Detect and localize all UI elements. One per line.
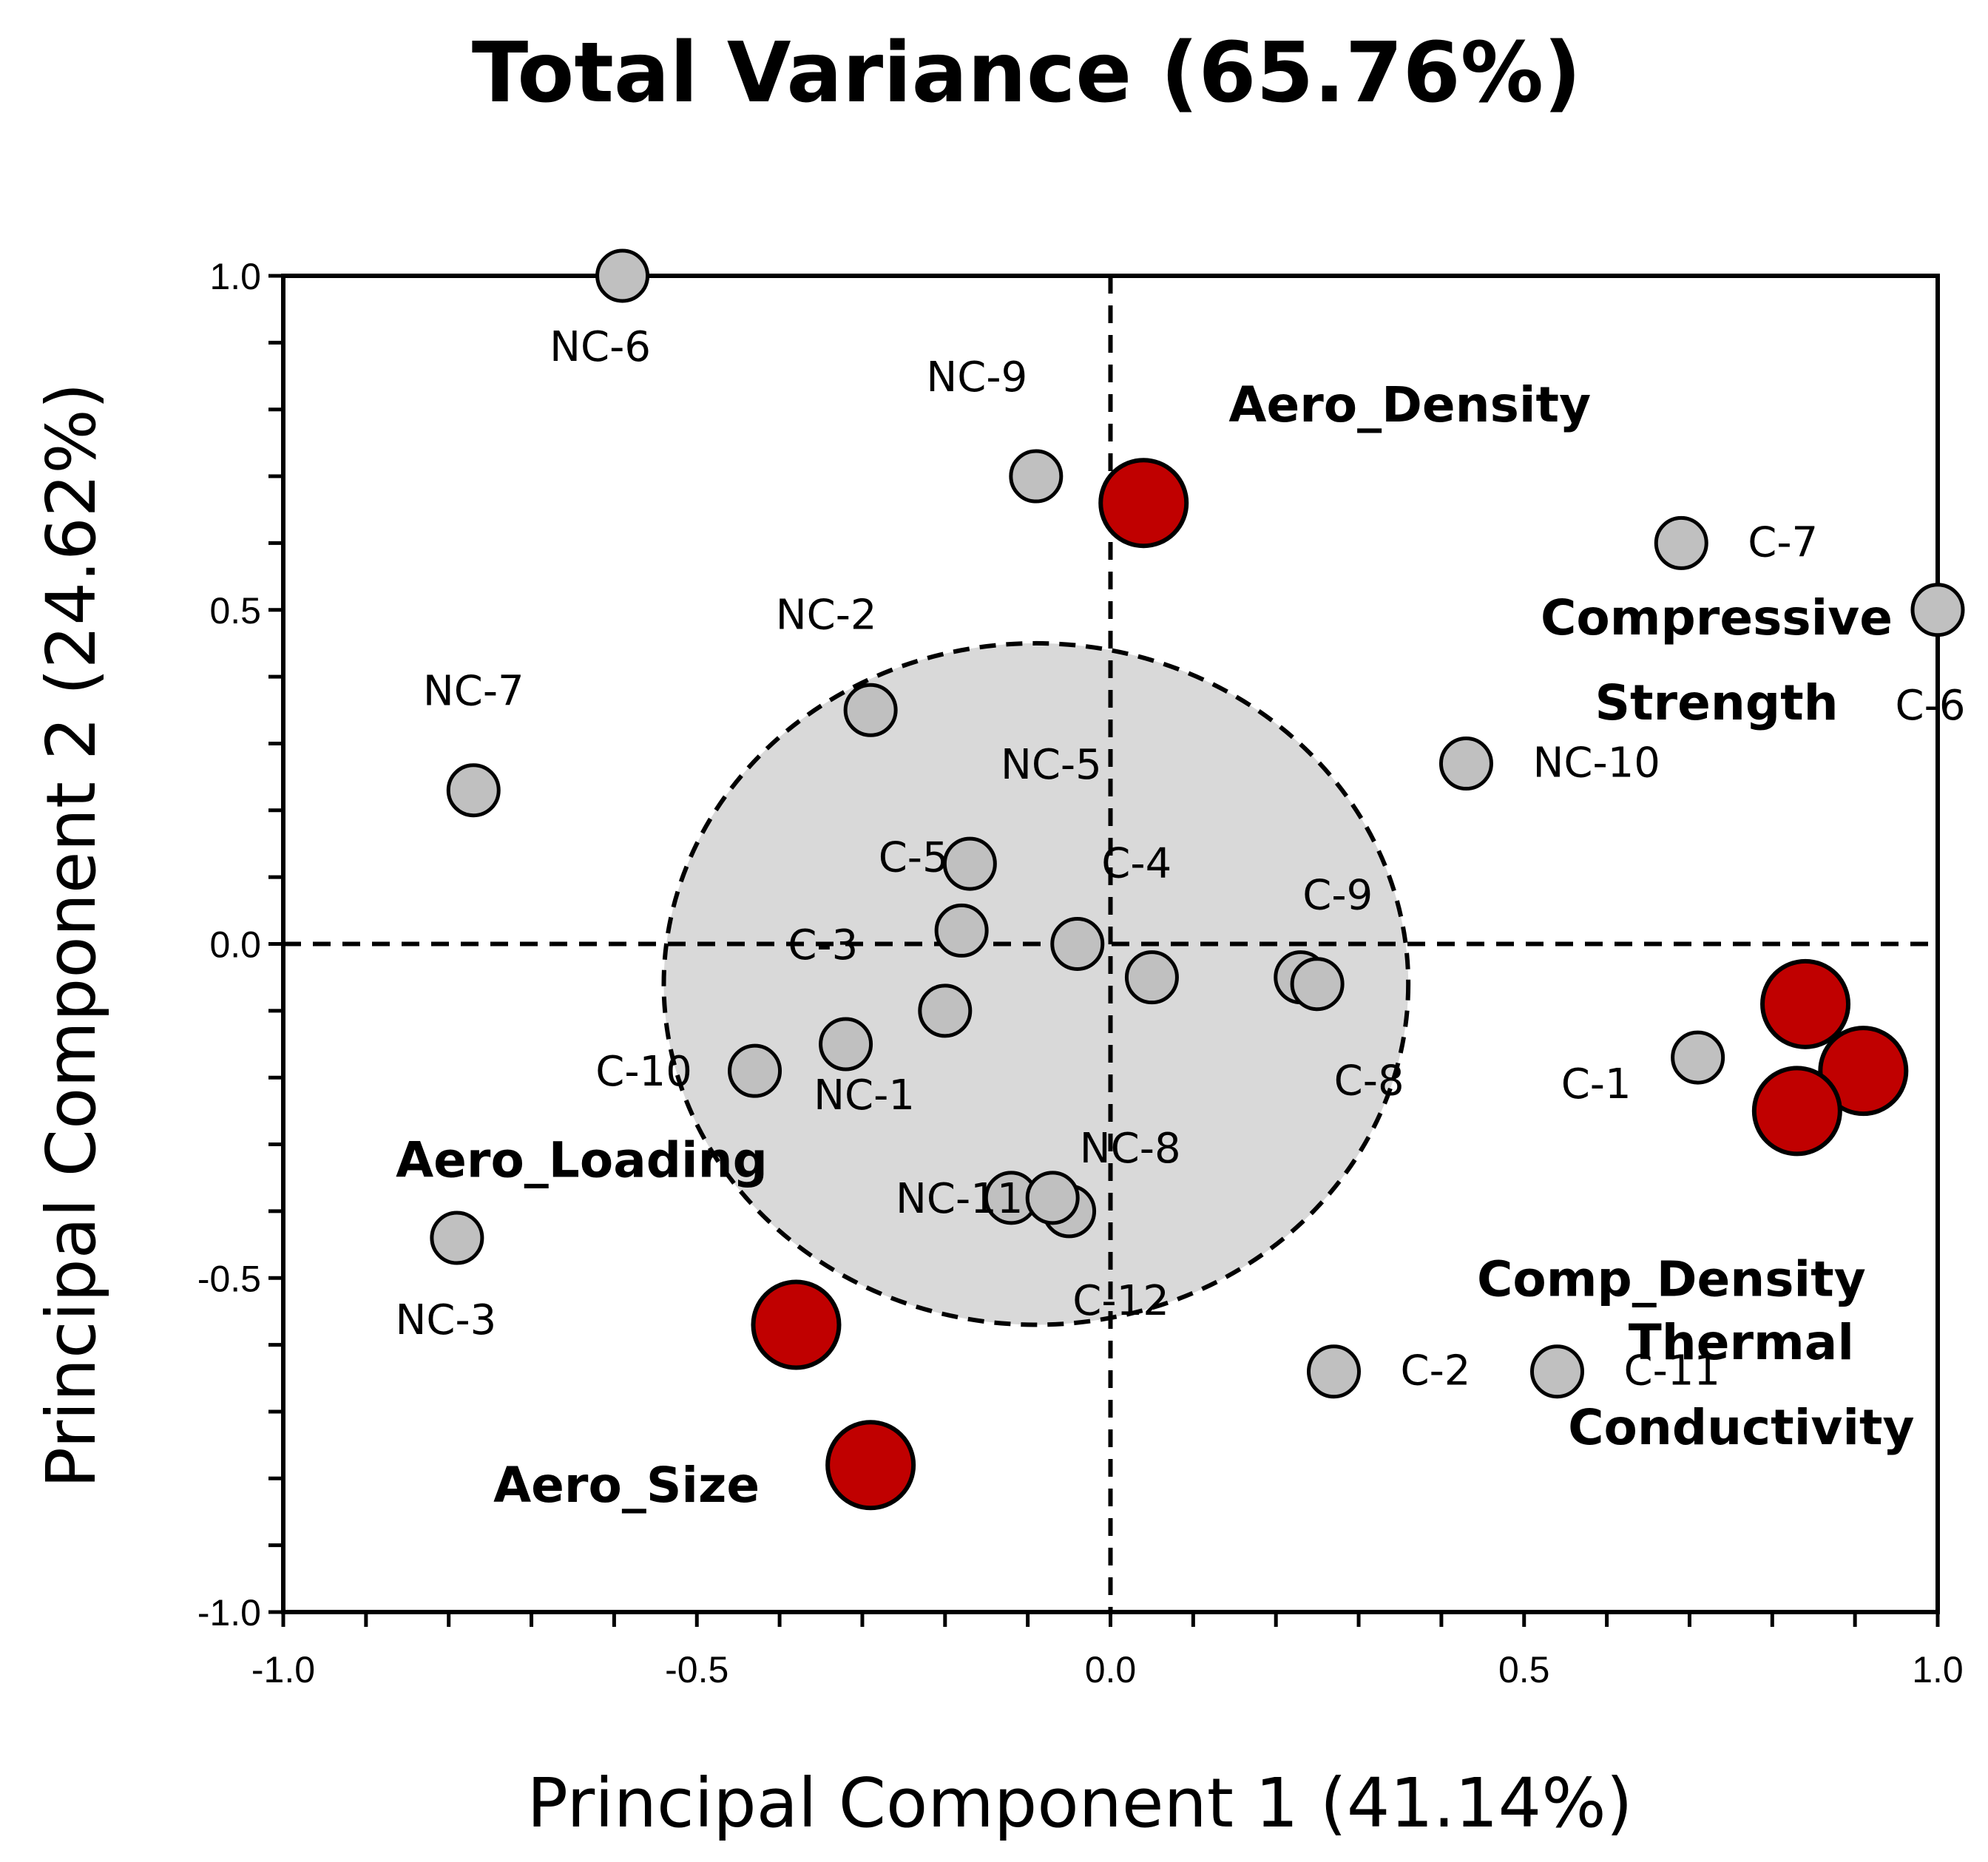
- variable-point: [1760, 958, 1851, 1049]
- sample-label: C-1: [1561, 1060, 1632, 1108]
- sample-label: NC-7: [423, 668, 524, 716]
- sample-point: [595, 248, 650, 303]
- sample-label: C-6: [1896, 682, 1966, 730]
- chart-title: Total Variance (65.76%): [472, 25, 1581, 121]
- y-axis-label: Principal Component 2 (24.62%): [32, 383, 111, 1489]
- sample-point: [1050, 917, 1105, 971]
- sample-label: NC-8: [1080, 1125, 1181, 1173]
- variable-label: Conductivity: [1568, 1399, 1915, 1456]
- sample-point: [1290, 957, 1345, 1012]
- sample-point: [1009, 449, 1064, 504]
- x-tick-label: 0.0: [1085, 1649, 1137, 1690]
- sample-label: C-11: [1623, 1347, 1720, 1395]
- sample-label: C-10: [595, 1048, 692, 1096]
- sample-label: NC-5: [1001, 741, 1102, 789]
- x-tick-label: 0.5: [1498, 1649, 1550, 1690]
- y-tick-label: 0.0: [209, 924, 261, 966]
- sample-point: [446, 763, 501, 818]
- sample-point: [942, 836, 997, 891]
- y-tick-label: -1.0: [197, 1592, 261, 1634]
- sample-point: [1671, 1030, 1725, 1085]
- x-tick-label: -0.5: [665, 1649, 728, 1690]
- sample-label: NC-6: [550, 323, 651, 371]
- y-tick-label: 1.0: [209, 256, 261, 297]
- sample-label: NC-3: [395, 1296, 496, 1344]
- sample-point: [819, 1017, 873, 1072]
- sample-point: [918, 984, 973, 1038]
- variable-point: [1098, 458, 1189, 549]
- variable-label: Strength: [1595, 674, 1838, 731]
- variable-label: Aero_Density: [1228, 376, 1591, 433]
- sample-point: [1910, 583, 1965, 637]
- sample-point: [430, 1211, 484, 1265]
- variable-point: [751, 1279, 842, 1370]
- sample-label: NC-9: [926, 353, 1027, 402]
- variable-point: [825, 1420, 916, 1511]
- variable-label: Thermal: [1629, 1314, 1854, 1371]
- sample-label: NC-11: [896, 1175, 1023, 1223]
- sample-label: C-4: [1101, 840, 1172, 888]
- cluster-ellipse: [661, 640, 1411, 1327]
- sample-label: C-12: [1072, 1277, 1169, 1325]
- variable-label: Aero_Size: [493, 1457, 760, 1514]
- sample-label: C-8: [1334, 1057, 1404, 1106]
- sample-label: C-3: [788, 921, 858, 969]
- plot-area: -1.0 -0.5 0.0 0.5 1.0 1.0 0.5 0.0 -0.5 -1.0 NC-6 NC…: [197, 248, 1966, 1690]
- x-tick-label: 1.0: [1912, 1649, 1964, 1690]
- sample-point: [1438, 737, 1493, 791]
- variable-label: Aero_Loading: [396, 1131, 768, 1188]
- sample-point: [1306, 1344, 1361, 1399]
- y-tick-label: -0.5: [197, 1258, 261, 1299]
- sample-label: NC-10: [1532, 739, 1660, 788]
- variable-label: Comp_Density: [1477, 1250, 1866, 1307]
- sample-label: NC-1: [814, 1072, 915, 1120]
- sample-point: [728, 1043, 782, 1098]
- sample-point: [1025, 1171, 1080, 1225]
- sample-label: C-7: [1748, 518, 1818, 566]
- y-tick-label: 0.5: [209, 590, 261, 632]
- sample-label: NC-2: [776, 591, 877, 639]
- variable-label: Compressive: [1541, 589, 1893, 646]
- x-tick-label: -1.0: [251, 1649, 315, 1690]
- variable-point: [1751, 1066, 1842, 1157]
- sample-point: [1529, 1344, 1584, 1399]
- variable-point: [1818, 1026, 1909, 1117]
- sample-label: C-2: [1400, 1347, 1470, 1395]
- sample-point: [934, 903, 989, 958]
- sample-label: C-5: [879, 833, 949, 881]
- x-axis-label: Principal Component 1 (41.14%): [527, 1764, 1633, 1843]
- sample-point: [1124, 950, 1179, 1005]
- sample-point: [1654, 515, 1708, 570]
- sample-point: [843, 683, 898, 737]
- sample-label: C-9: [1302, 872, 1373, 920]
